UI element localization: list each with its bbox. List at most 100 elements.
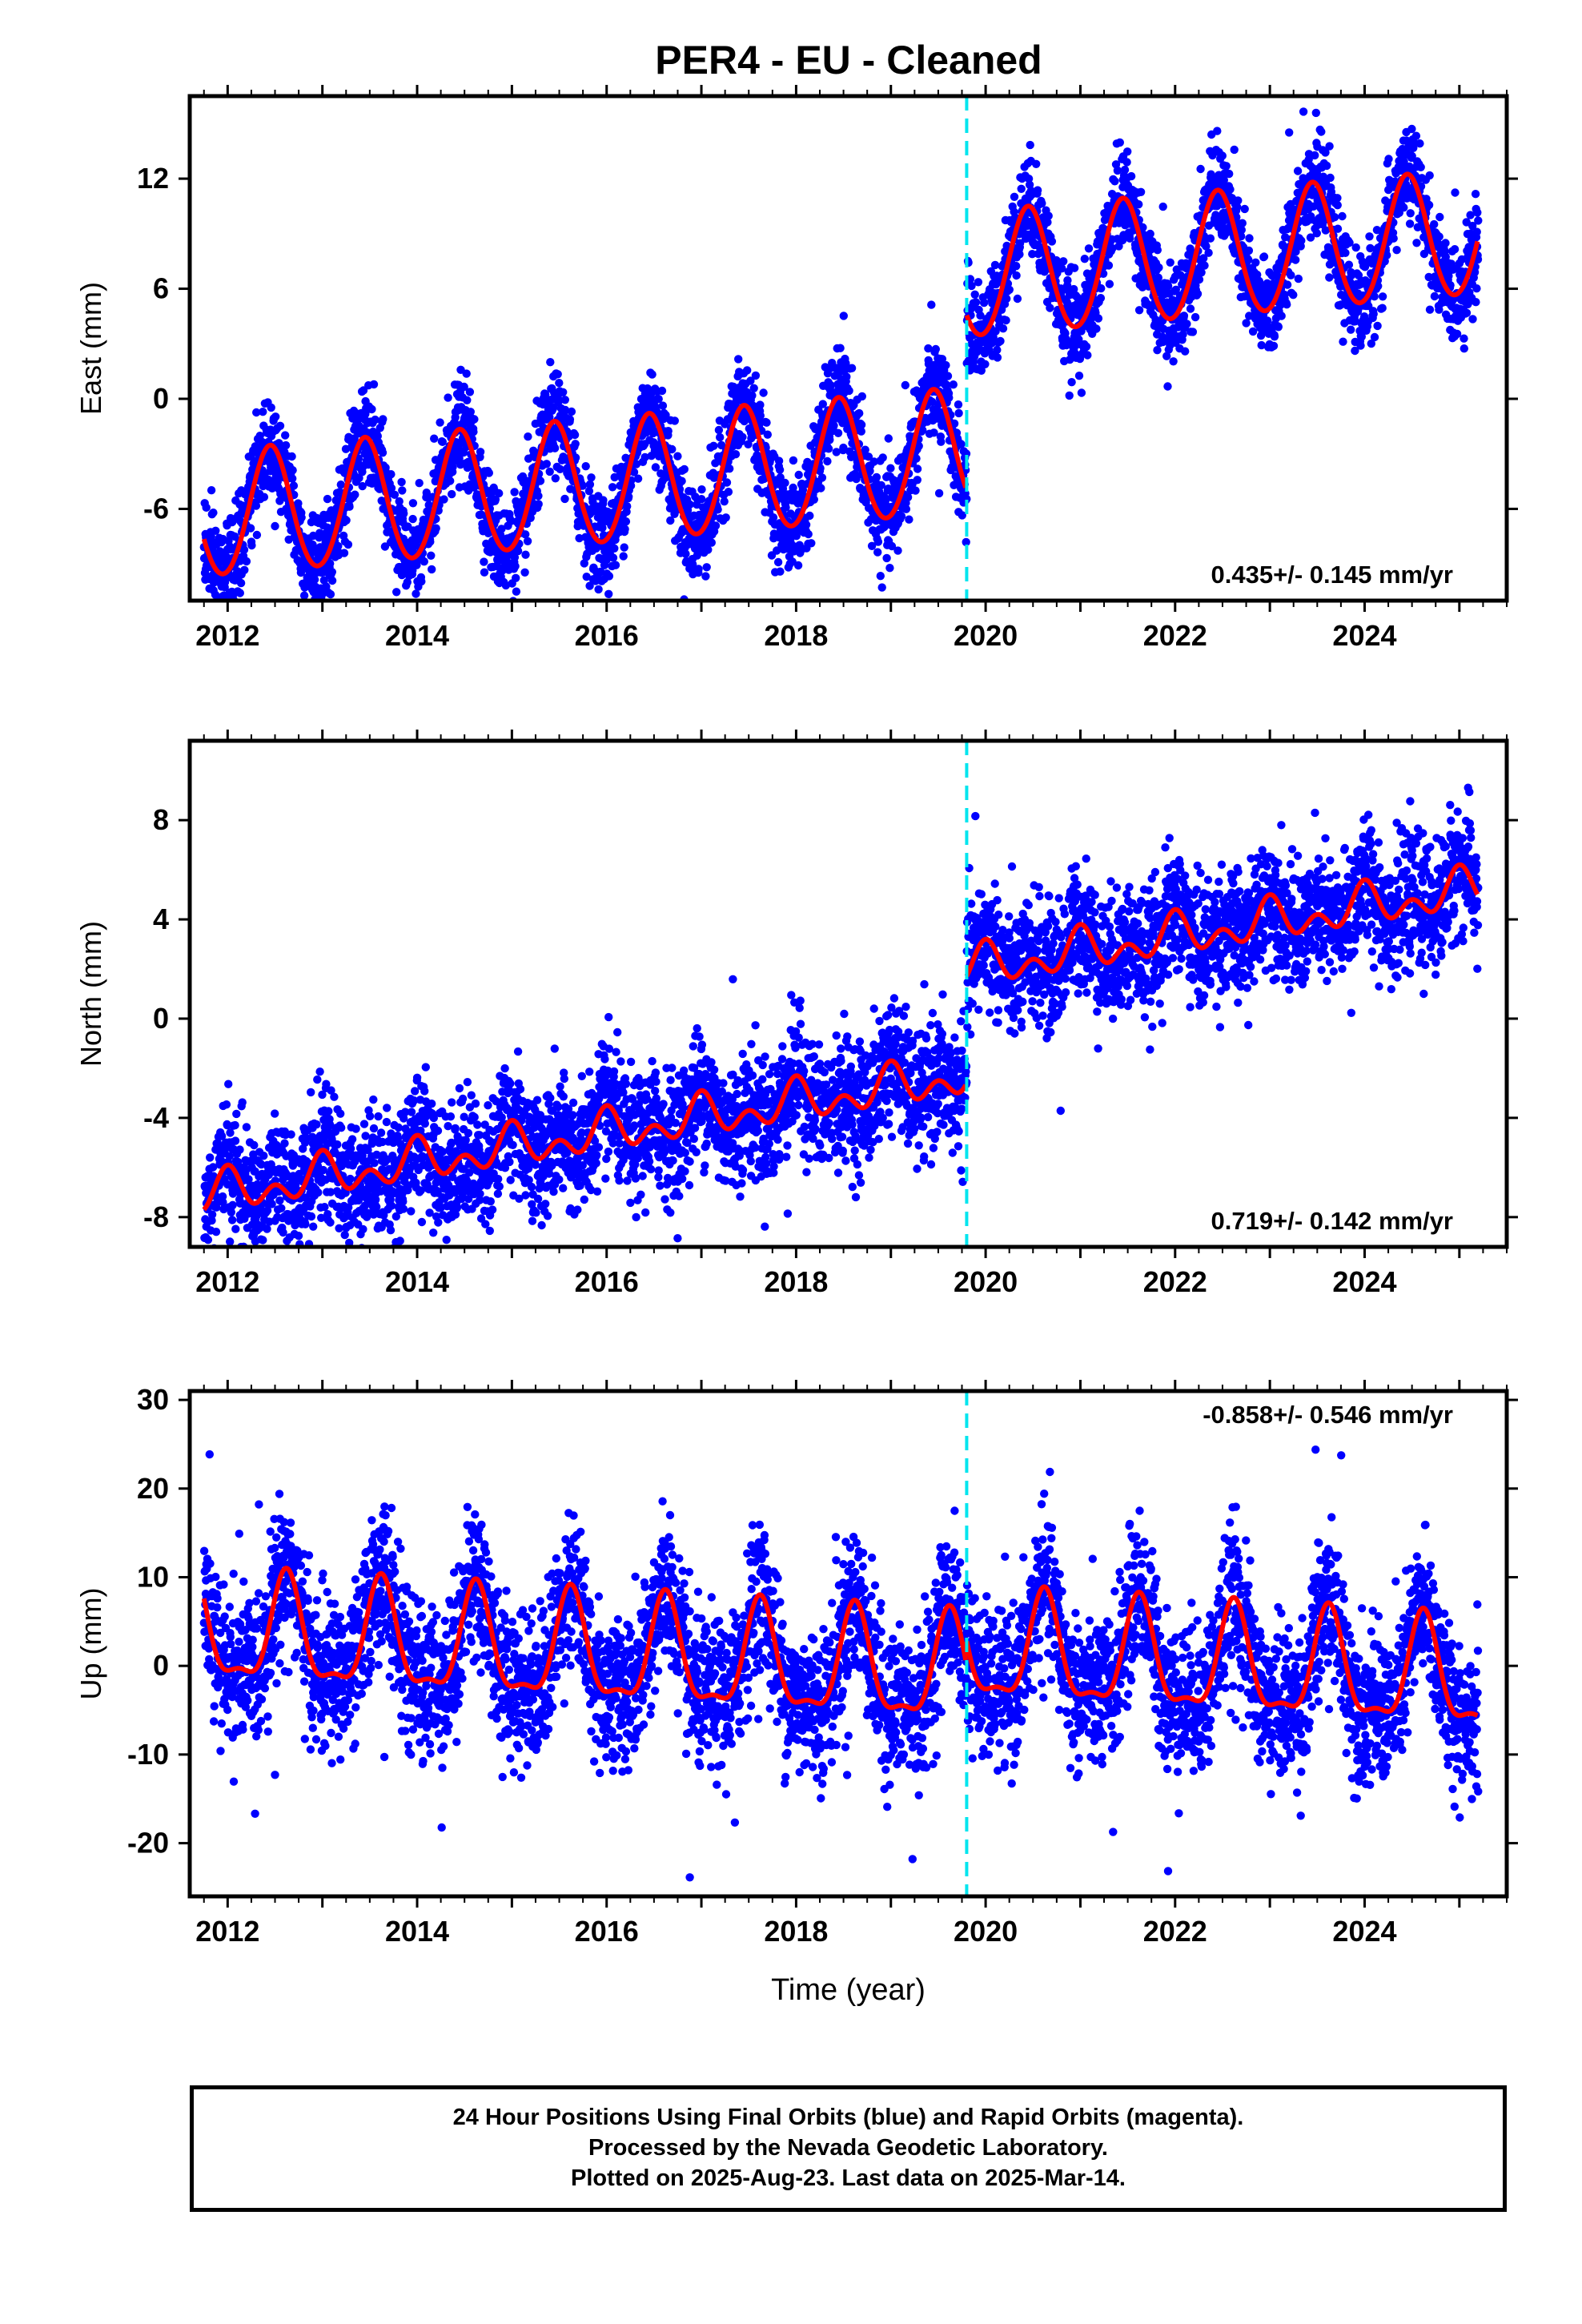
- data-point: [845, 386, 853, 396]
- data-point: [1472, 284, 1481, 293]
- data-point: [207, 486, 216, 495]
- data-point: [1326, 173, 1335, 183]
- data-point: [751, 371, 761, 380]
- data-point: [545, 467, 554, 476]
- data-point: [1468, 315, 1477, 324]
- data-point: [403, 577, 412, 587]
- data-point: [789, 456, 798, 465]
- data-point: [336, 480, 345, 489]
- data-point: [541, 390, 550, 399]
- data-point: [470, 415, 479, 424]
- data-point: [756, 411, 765, 420]
- data-point: [776, 473, 785, 482]
- data-point: [629, 468, 639, 476]
- data-point: [1244, 246, 1254, 255]
- data-point: [721, 513, 730, 522]
- data-point: [554, 396, 564, 404]
- data-point: [1067, 378, 1076, 387]
- data-point: [704, 545, 713, 554]
- data-point: [661, 473, 669, 483]
- data-point: [1411, 131, 1421, 140]
- data-point: [288, 466, 297, 475]
- data-point: [1104, 261, 1114, 270]
- data-point: [1293, 167, 1303, 175]
- data-point: [1312, 229, 1322, 238]
- data-point: [1012, 262, 1021, 271]
- data-point-outlier: [1158, 202, 1167, 211]
- data-point: [1365, 232, 1374, 241]
- data-point: [748, 391, 757, 400]
- data-point: [512, 587, 521, 596]
- data-point: [884, 434, 893, 443]
- data-point: [1002, 294, 1011, 304]
- data-point: [476, 448, 485, 456]
- data-point: [632, 460, 641, 468]
- plot-area: [199, 107, 1483, 601]
- data-point: [809, 495, 818, 504]
- data-point: [1080, 255, 1090, 263]
- data-point: [408, 499, 418, 508]
- data-point: [379, 415, 387, 424]
- data-point: [1077, 388, 1086, 397]
- data-point: [585, 480, 595, 489]
- data-point: [412, 561, 421, 569]
- data-point: [553, 370, 562, 379]
- data-point: [371, 415, 379, 424]
- data-point: [571, 440, 580, 448]
- data-point: [570, 430, 580, 440]
- data-point: [392, 588, 401, 597]
- data-point: [1259, 252, 1269, 261]
- data-point: [1274, 323, 1283, 332]
- data-point: [857, 420, 866, 429]
- data-point: [512, 573, 520, 582]
- data-point: [565, 415, 575, 424]
- data-point: [1181, 347, 1190, 356]
- data-point: [455, 453, 464, 463]
- data-point: [381, 463, 390, 472]
- data-point: [432, 524, 440, 533]
- data-point: [927, 300, 936, 309]
- data-point: [623, 502, 632, 511]
- data-point: [1005, 285, 1014, 294]
- data-point: [1038, 199, 1046, 208]
- data-point: [1154, 263, 1163, 272]
- data-point: [604, 572, 614, 581]
- data-point: [724, 488, 733, 497]
- data-point: [1317, 127, 1326, 136]
- data-point: [281, 431, 290, 440]
- data-point: [1356, 341, 1365, 350]
- data-point: [911, 486, 920, 495]
- data-point: [299, 591, 309, 600]
- data-point: [400, 509, 408, 518]
- data-point: [817, 484, 825, 493]
- data-point: [1330, 213, 1339, 222]
- data-point: [1059, 257, 1068, 266]
- data-point: [1474, 216, 1483, 225]
- data-point: [235, 589, 244, 597]
- data-point: [1169, 357, 1178, 366]
- data-point: [998, 324, 1008, 333]
- data-point: [1166, 258, 1174, 267]
- data-point: [465, 388, 475, 396]
- data-point: [1297, 236, 1306, 245]
- data-point: [1424, 200, 1434, 210]
- data-point: [598, 523, 607, 533]
- data-point: [1333, 194, 1342, 203]
- data-point: [620, 543, 628, 552]
- data-point: [594, 585, 603, 594]
- data-point: [962, 494, 971, 504]
- data-point: [971, 298, 981, 307]
- data-point: [702, 563, 711, 572]
- data-point: [1416, 163, 1425, 171]
- data-point: [878, 453, 887, 462]
- data-point: [567, 407, 576, 416]
- data-point: [746, 376, 755, 385]
- data-point: [358, 481, 367, 491]
- data-point: [804, 529, 813, 539]
- data-point: [867, 541, 877, 550]
- data-point: [1347, 325, 1355, 334]
- data-point: [857, 427, 866, 436]
- data-point: [707, 538, 716, 547]
- data-point: [560, 396, 569, 404]
- data-point: [709, 441, 718, 450]
